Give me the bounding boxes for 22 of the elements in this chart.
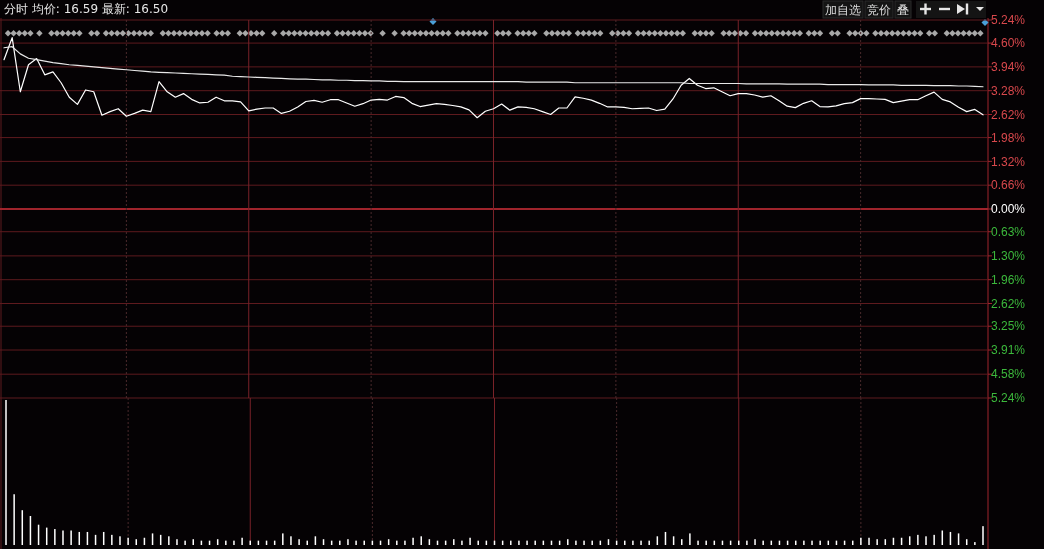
y-tick-label: 3.28% <box>991 83 1026 98</box>
y-tick-label: 3.91% <box>991 343 1026 358</box>
y-tick-label: 1.30% <box>991 249 1026 264</box>
y-tick-label: 3.25% <box>991 319 1026 334</box>
y-tick-label: 0.00% <box>991 202 1026 217</box>
y-tick-label: 5.24% <box>991 391 1026 406</box>
y-tick-label: 3.94% <box>991 60 1026 75</box>
y-tick-label: 2.62% <box>991 107 1026 122</box>
y-tick-label: 0.66% <box>991 178 1026 193</box>
y-tick-label: 1.32% <box>991 154 1026 169</box>
y-tick-label: 4.60% <box>991 36 1026 51</box>
y-tick-label: 0.63% <box>991 224 1026 239</box>
y-tick-label: 1.98% <box>991 130 1026 145</box>
y-tick-label: 2.62% <box>991 296 1026 311</box>
y-tick-label: 4.58% <box>991 367 1026 382</box>
text: 竞价 <box>867 3 891 17</box>
y-tick-label: 5.24% <box>991 13 1026 28</box>
chart-title: 分时 均价: 16.59 最新: 16.50 <box>4 2 169 16</box>
y-tick-label: 1.96% <box>991 272 1026 287</box>
text: 叠 <box>897 3 909 17</box>
line-series <box>3 46 984 88</box>
text: 加自选 <box>825 3 861 17</box>
